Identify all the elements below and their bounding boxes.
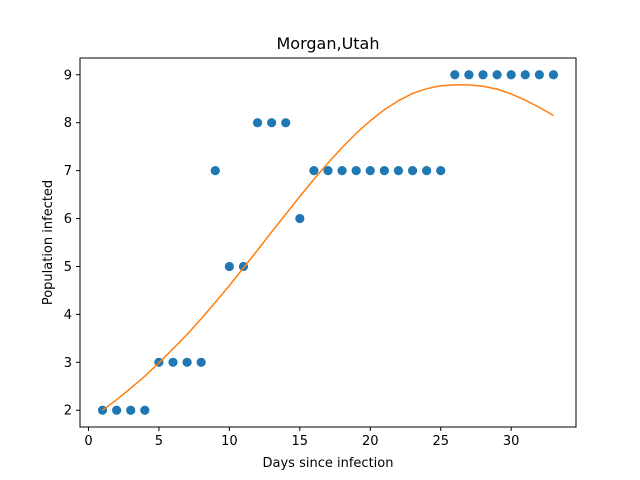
- x-tick-label: 20: [362, 434, 379, 449]
- x-tick-label: 0: [84, 434, 92, 449]
- data-point: [492, 70, 502, 80]
- y-axis-label: Population infected: [41, 180, 56, 305]
- data-point: [422, 166, 432, 176]
- data-point: [168, 357, 178, 367]
- data-point: [252, 118, 263, 128]
- data-point: [323, 166, 333, 176]
- x-tick-label: 25: [432, 434, 449, 449]
- data-point: [112, 405, 122, 415]
- y-tick-label: 2: [64, 404, 72, 419]
- axes-frame: [79, 57, 577, 428]
- data-point: [126, 405, 136, 415]
- data-point: [506, 70, 516, 80]
- x-axis-ticks: 0 5 10 15 20 25 30: [84, 427, 519, 449]
- data-point: [281, 118, 291, 128]
- data-point: [309, 166, 319, 176]
- data-point: [548, 70, 559, 80]
- data-point: [520, 70, 530, 80]
- x-tick-label: 10: [221, 434, 238, 449]
- data-point: [337, 166, 347, 176]
- chart-title: Morgan,Utah: [276, 34, 379, 53]
- data-point: [140, 405, 150, 415]
- data-point: [478, 70, 488, 80]
- x-tick-label: 15: [292, 434, 309, 449]
- fit-line: [102, 84, 554, 411]
- plot-area: [97, 70, 559, 415]
- data-point: [407, 166, 418, 176]
- y-tick-label: 4: [64, 308, 72, 323]
- y-tick-label: 8: [64, 116, 72, 131]
- data-point: [464, 70, 474, 80]
- data-point: [224, 261, 234, 272]
- data-point: [295, 213, 305, 224]
- y-tick-label: 3: [64, 356, 72, 371]
- data-point: [196, 357, 206, 367]
- data-point: [182, 357, 192, 367]
- data-point: [365, 166, 375, 176]
- y-axis-ticks: 2 3 4 5 6 7 8 9: [64, 68, 80, 419]
- x-tick-label: 5: [155, 434, 163, 449]
- y-tick-label: 5: [64, 260, 72, 275]
- y-tick-label: 9: [64, 68, 72, 83]
- data-point: [379, 166, 389, 176]
- data-point: [267, 118, 277, 128]
- data-point: [210, 166, 220, 176]
- data-point: [351, 166, 361, 176]
- y-tick-label: 6: [64, 212, 72, 227]
- x-axis-label: Days since infection: [263, 456, 394, 471]
- y-tick-label: 7: [64, 164, 72, 179]
- x-tick-label: 30: [503, 434, 520, 449]
- data-point: [450, 70, 460, 80]
- data-point: [436, 166, 446, 176]
- data-point: [534, 70, 544, 80]
- data-point: [393, 166, 404, 176]
